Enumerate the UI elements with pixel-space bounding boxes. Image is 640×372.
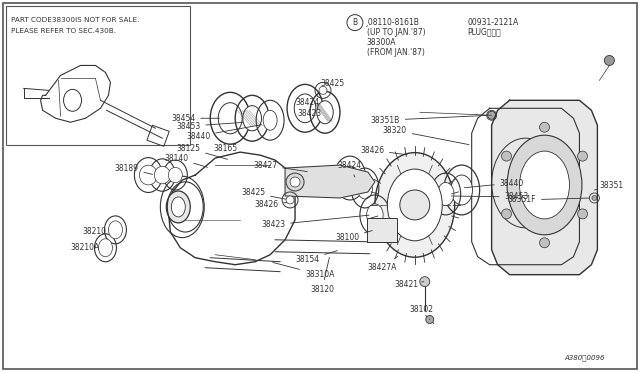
Text: 38426: 38426 [254, 201, 289, 209]
Text: B: B [353, 18, 358, 27]
Text: 38421: 38421 [395, 280, 424, 289]
Ellipse shape [243, 106, 262, 131]
Circle shape [319, 86, 327, 94]
Ellipse shape [218, 103, 242, 134]
Text: 38102: 38102 [410, 305, 434, 320]
Ellipse shape [172, 197, 186, 217]
Ellipse shape [357, 177, 372, 199]
Text: 38423: 38423 [297, 109, 321, 118]
Text: 38210: 38210 [83, 227, 106, 236]
Text: PLUGプラグ: PLUGプラグ [468, 28, 501, 36]
Text: 38425: 38425 [241, 189, 287, 199]
Text: (FROM JAN.'87): (FROM JAN.'87) [367, 48, 425, 57]
Text: 38351: 38351 [595, 180, 623, 190]
Circle shape [592, 195, 597, 201]
Text: 38440: 38440 [465, 179, 524, 188]
Text: 38454: 38454 [171, 114, 220, 123]
Text: 38427: 38427 [253, 161, 307, 171]
Circle shape [502, 209, 511, 219]
Circle shape [540, 238, 550, 248]
Circle shape [540, 122, 550, 132]
Circle shape [604, 55, 614, 65]
Circle shape [400, 190, 430, 220]
Ellipse shape [140, 165, 157, 185]
Text: 38426: 38426 [360, 145, 407, 155]
Text: 00931-2121A: 00931-2121A [468, 17, 519, 27]
Text: 38423: 38423 [261, 215, 369, 230]
Text: 38154: 38154 [295, 251, 337, 264]
Bar [6, 6, 190, 145]
Text: 38453: 38453 [451, 192, 529, 202]
Ellipse shape [507, 135, 582, 235]
Text: 38210A: 38210A [70, 243, 100, 252]
Text: PLEASE REFER TO SEC.430B.: PLEASE REFER TO SEC.430B. [11, 28, 116, 33]
Circle shape [577, 151, 588, 161]
Text: 38125: 38125 [176, 144, 228, 159]
Text: 38100: 38100 [335, 231, 372, 242]
Ellipse shape [341, 166, 358, 190]
Polygon shape [285, 165, 375, 198]
Text: 38310A: 38310A [273, 262, 335, 279]
Circle shape [488, 111, 495, 119]
Text: 38427A: 38427A [368, 256, 397, 272]
Polygon shape [492, 100, 597, 275]
Text: ¸08110-8161B: ¸08110-8161B [365, 17, 420, 27]
Text: 38351F: 38351F [508, 195, 589, 205]
Text: 38440: 38440 [186, 125, 261, 141]
Text: 38300A: 38300A [367, 38, 396, 46]
Circle shape [426, 315, 434, 324]
Bar [367, 218, 397, 242]
Text: 38424: 38424 [337, 161, 361, 177]
Ellipse shape [387, 169, 442, 241]
Bar [147, 125, 169, 146]
Circle shape [290, 177, 300, 187]
Text: 38120: 38120 [310, 257, 334, 294]
Ellipse shape [99, 239, 113, 257]
Ellipse shape [375, 153, 454, 257]
Text: 38189: 38189 [115, 164, 153, 174]
Ellipse shape [317, 101, 333, 124]
Text: A380む0096: A380む0096 [564, 354, 605, 361]
Ellipse shape [166, 191, 190, 223]
Ellipse shape [294, 94, 316, 123]
Text: (UP TO JAN.'87): (UP TO JAN.'87) [367, 28, 426, 36]
Text: 38165: 38165 [213, 144, 237, 153]
Ellipse shape [168, 167, 182, 183]
Ellipse shape [108, 221, 122, 239]
Circle shape [502, 151, 511, 161]
Ellipse shape [438, 182, 454, 205]
Text: PART CODE38300IS NOT FOR SALE.: PART CODE38300IS NOT FOR SALE. [11, 17, 139, 23]
Text: 38351B: 38351B [371, 115, 487, 125]
Text: 38425: 38425 [320, 79, 344, 88]
Text: 38453: 38453 [176, 122, 243, 131]
Ellipse shape [367, 204, 383, 226]
Ellipse shape [154, 166, 170, 184]
Circle shape [286, 173, 304, 191]
Circle shape [286, 196, 294, 204]
Text: 38424: 38424 [295, 98, 319, 107]
Text: 38140: 38140 [164, 154, 207, 167]
Ellipse shape [451, 175, 472, 205]
Text: 38320: 38320 [383, 126, 469, 145]
Ellipse shape [520, 151, 570, 219]
Circle shape [489, 113, 494, 118]
Circle shape [420, 277, 430, 286]
Ellipse shape [263, 110, 277, 130]
Circle shape [577, 209, 588, 219]
Polygon shape [168, 152, 295, 265]
